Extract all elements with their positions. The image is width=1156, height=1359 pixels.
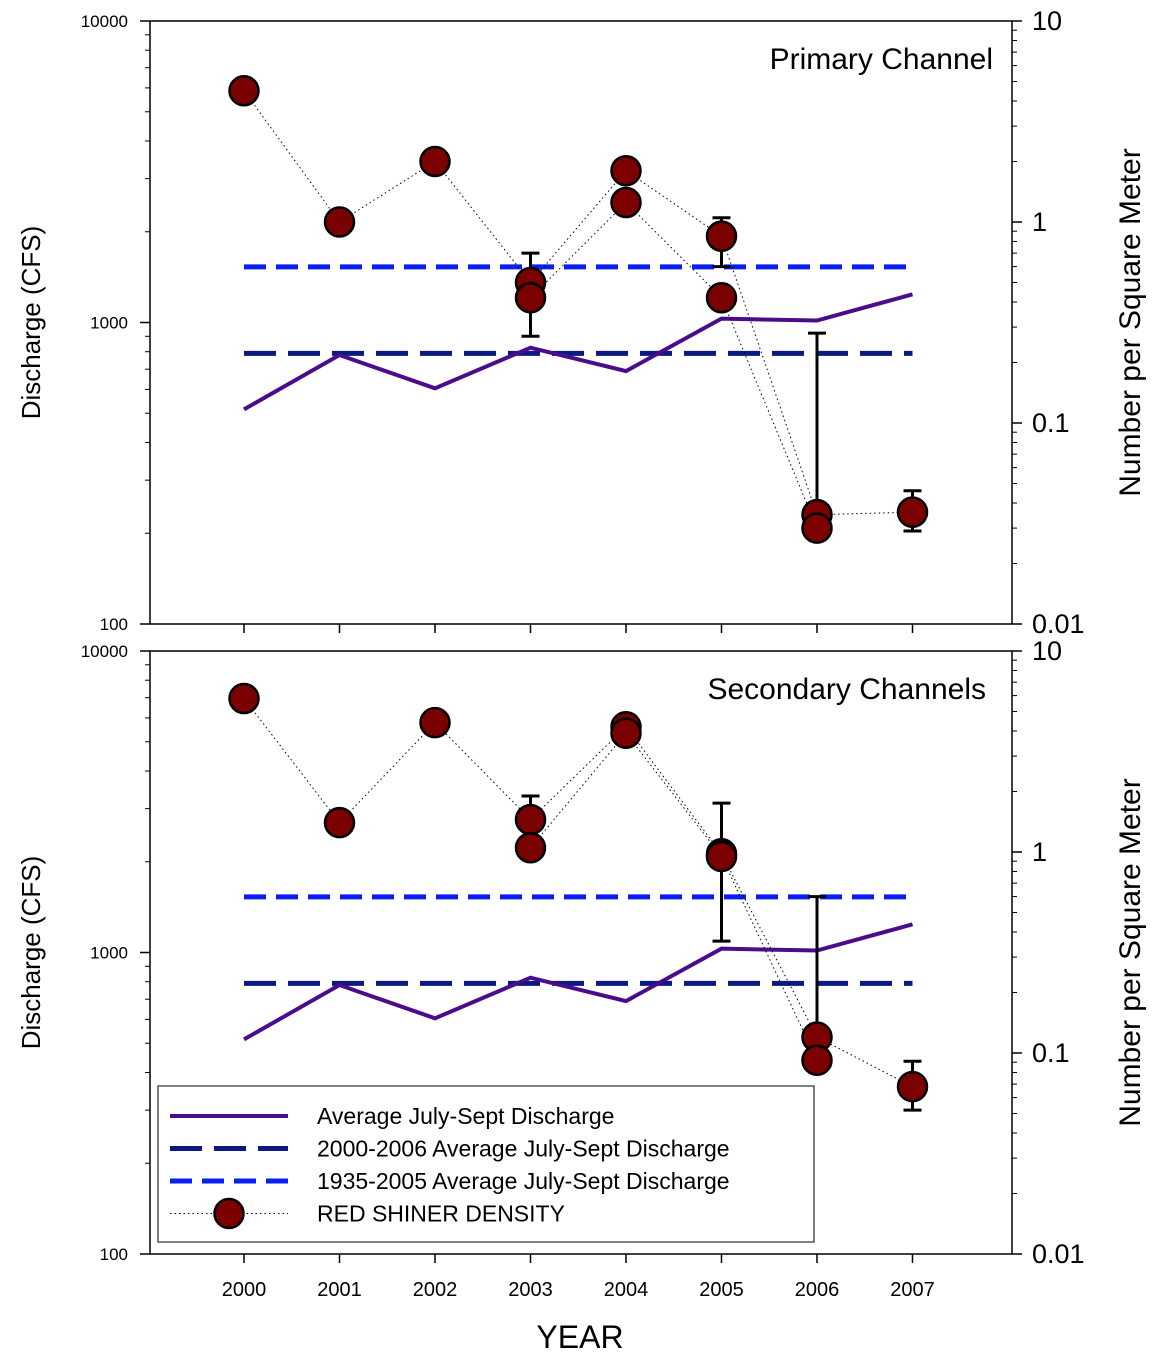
- x-tick-label: 2005: [699, 1279, 744, 1301]
- x-tick-label: 2002: [413, 1279, 458, 1301]
- panel-title: Primary Channel: [770, 43, 993, 76]
- left-tick-label: 10000: [81, 642, 128, 661]
- density-marker: [514, 281, 547, 314]
- x-axis-title: YEAR: [536, 1319, 623, 1354]
- density-marker: [419, 145, 451, 178]
- legend-label: Average July-Sept Discharge: [317, 1103, 614, 1129]
- x-tick-label: 2000: [222, 1279, 267, 1301]
- right-axis-title: Number per Square Meter: [1114, 148, 1147, 497]
- density-marker: [514, 803, 547, 836]
- right-tick-label: 0.1: [1032, 1038, 1070, 1068]
- right-tick-label: 1: [1032, 207, 1047, 237]
- density-marker: [610, 154, 642, 187]
- x-tick-label: 2004: [604, 1279, 649, 1301]
- left-axis-title: Discharge (CFS): [16, 226, 46, 420]
- density-marker: [228, 682, 260, 715]
- panel-title: Secondary Channels: [707, 673, 986, 706]
- x-tick-label: 2001: [317, 1279, 362, 1301]
- legend: Average July-Sept Discharge 2000-2006 Ave…: [157, 1085, 815, 1243]
- left-tick-label: 1000: [90, 944, 128, 963]
- density-marker: [896, 1070, 929, 1103]
- density-marker: [323, 806, 356, 839]
- right-tick-label: 0.01: [1032, 1239, 1085, 1269]
- x-tick-label: 2007: [890, 1279, 935, 1301]
- x-tick-label: 2006: [795, 1279, 840, 1301]
- legend-swatch-marker: [213, 1197, 245, 1230]
- legend-label: RED SHINER DENSITY: [317, 1201, 565, 1227]
- left-tick-label: 1000: [90, 314, 128, 333]
- x-tick-label: 2003: [508, 1279, 553, 1301]
- left-axis-title: Discharge (CFS): [16, 856, 46, 1050]
- right-tick-label: 10: [1032, 636, 1062, 666]
- density-marker: [419, 706, 451, 739]
- density-marker: [705, 840, 738, 873]
- density-marker: [801, 1044, 833, 1077]
- right-axis-title: Number per Square Meter: [1114, 778, 1147, 1127]
- density-marker: [323, 206, 356, 238]
- legend-label: 1935-2005 Average July-Sept Discharge: [317, 1168, 730, 1194]
- density-marker: [896, 496, 929, 528]
- density-marker: [610, 717, 642, 749]
- legend-box: [157, 1085, 815, 1243]
- discharge-line: [243, 922, 914, 1042]
- panel-2: 100 1000 10000 0.01 0.1 1 10 Discharge (CFS) Num…: [16, 636, 1147, 1269]
- density-marker: [610, 186, 642, 219]
- discharge-line: [243, 292, 914, 412]
- right-tick-label: 0.01: [1032, 609, 1085, 639]
- left-tick-label: 100: [100, 615, 128, 634]
- panel-1: 100 1000 10000 0.01 0.1 1 10 Discharge (CFS) Num…: [16, 6, 1147, 639]
- density-marker: [705, 281, 738, 314]
- right-tick-label: 0.1: [1032, 408, 1070, 438]
- density-dotted-line: [530, 201, 818, 529]
- left-tick-label: 100: [100, 1245, 128, 1264]
- left-tick-label: 10000: [81, 12, 128, 31]
- plot-frame: [149, 20, 1013, 625]
- right-tick-label: 10: [1032, 6, 1062, 36]
- density-marker: [514, 831, 547, 864]
- density-dotted-line: [243, 90, 913, 516]
- density-marker: [228, 74, 260, 107]
- density-marker: [705, 220, 738, 252]
- legend-label: 2000-2006 Average July-Sept Discharge: [317, 1136, 730, 1162]
- right-tick-label: 1: [1032, 837, 1047, 867]
- density-marker: [801, 512, 833, 544]
